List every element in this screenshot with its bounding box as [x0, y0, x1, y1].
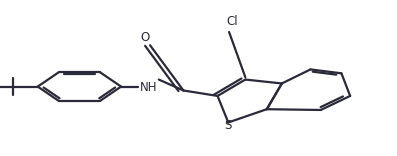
Text: S: S — [225, 119, 232, 132]
Text: O: O — [140, 31, 150, 44]
Text: NH: NH — [140, 81, 158, 94]
Text: Cl: Cl — [226, 15, 238, 28]
